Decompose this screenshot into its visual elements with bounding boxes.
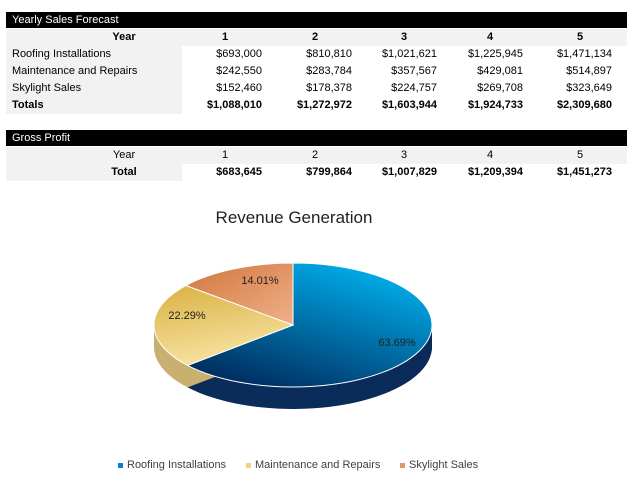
- cell: $1,225,945: [467, 48, 523, 60]
- year-label: Year: [6, 147, 182, 164]
- cell: $1,451,273: [556, 166, 612, 178]
- year-label: Year: [6, 29, 182, 46]
- cell: $178,378: [306, 82, 352, 94]
- sales-section-title: Yearly Sales Forecast: [6, 12, 627, 28]
- sales-year-header: Year 1 2 3 4 5: [6, 29, 627, 46]
- year-3: 3: [400, 31, 408, 43]
- cell: $810,810: [306, 48, 352, 60]
- cell: $1,007,829: [381, 166, 437, 178]
- year-5: 5: [576, 149, 584, 161]
- cell: $269,708: [477, 82, 523, 94]
- table-row: Skylight Sales $152,460 $178,378 $224,75…: [6, 80, 627, 97]
- slice-label-roofing: 63.69%: [378, 337, 416, 349]
- slice-label-maintenance: 22.29%: [168, 310, 206, 322]
- cell: $323,649: [566, 82, 612, 94]
- cell: $1,088,010: [206, 99, 262, 111]
- year-5: 5: [576, 31, 584, 43]
- cell: $1,272,972: [296, 99, 352, 111]
- year-4: 4: [486, 31, 494, 43]
- legend-marker: [118, 462, 123, 468]
- cell: $1,021,621: [381, 48, 437, 60]
- cell: $693,000: [216, 48, 262, 60]
- slice-label-skylight: 14.01%: [241, 275, 279, 287]
- legend-item-roofing: Roofing Installations: [118, 459, 226, 471]
- cell: $224,757: [391, 82, 437, 94]
- year-1: 1: [221, 31, 229, 43]
- cell: $2,309,680: [556, 99, 612, 111]
- cell: $1,209,394: [467, 166, 523, 178]
- legend-marker: [400, 462, 405, 468]
- row-label: Maintenance and Repairs: [6, 63, 182, 80]
- totals-row: Totals $1,088,010 $1,272,972 $1,603,944 …: [6, 97, 627, 114]
- pie-slice-roofing: [186, 262, 433, 388]
- legend-item-skylight: Skylight Sales: [400, 459, 478, 471]
- cell: $152,460: [216, 82, 262, 94]
- legend-label: Roofing Installations: [127, 459, 227, 471]
- year-2: 2: [311, 149, 319, 161]
- gross-section-title: Gross Profit: [6, 130, 627, 146]
- cell: $683,645: [216, 166, 262, 178]
- cell: $242,550: [216, 65, 262, 77]
- legend-label: Maintenance and Repairs: [255, 459, 381, 471]
- row-label: Total: [6, 164, 182, 181]
- year-2: 2: [311, 31, 319, 43]
- cell: $283,784: [306, 65, 352, 77]
- pie-slice-skylight: [184, 262, 294, 326]
- year-4: 4: [486, 149, 494, 161]
- table-row: Maintenance and Repairs $242,550 $283,78…: [6, 63, 627, 80]
- cell: $357,567: [391, 65, 437, 77]
- pie-slice-maintenance: [153, 284, 295, 366]
- cell: $1,603,944: [381, 99, 437, 111]
- cell: $429,081: [477, 65, 523, 77]
- gross-total-row: Total $683,645 $799,864 $1,007,829 $1,20…: [6, 164, 627, 181]
- cell: $514,897: [566, 65, 612, 77]
- year-1: 1: [221, 149, 229, 161]
- row-label: Totals: [6, 97, 182, 114]
- row-label: Skylight Sales: [6, 80, 182, 97]
- year-3: 3: [400, 149, 408, 161]
- gross-year-header: Year 1 2 3 4 5: [6, 147, 627, 164]
- legend-marker: [246, 462, 251, 468]
- legend-item-maintenance: Maintenance and Repairs: [246, 459, 380, 471]
- row-label: Roofing Installations: [6, 46, 182, 63]
- cell: $1,924,733: [467, 99, 523, 111]
- table-row: Roofing Installations $693,000 $810,810 …: [6, 46, 627, 63]
- chart-title: Revenue Generation: [215, 208, 373, 227]
- legend-label: Skylight Sales: [409, 459, 479, 471]
- cell: $1,471,134: [556, 48, 612, 60]
- cell: $799,864: [306, 166, 352, 178]
